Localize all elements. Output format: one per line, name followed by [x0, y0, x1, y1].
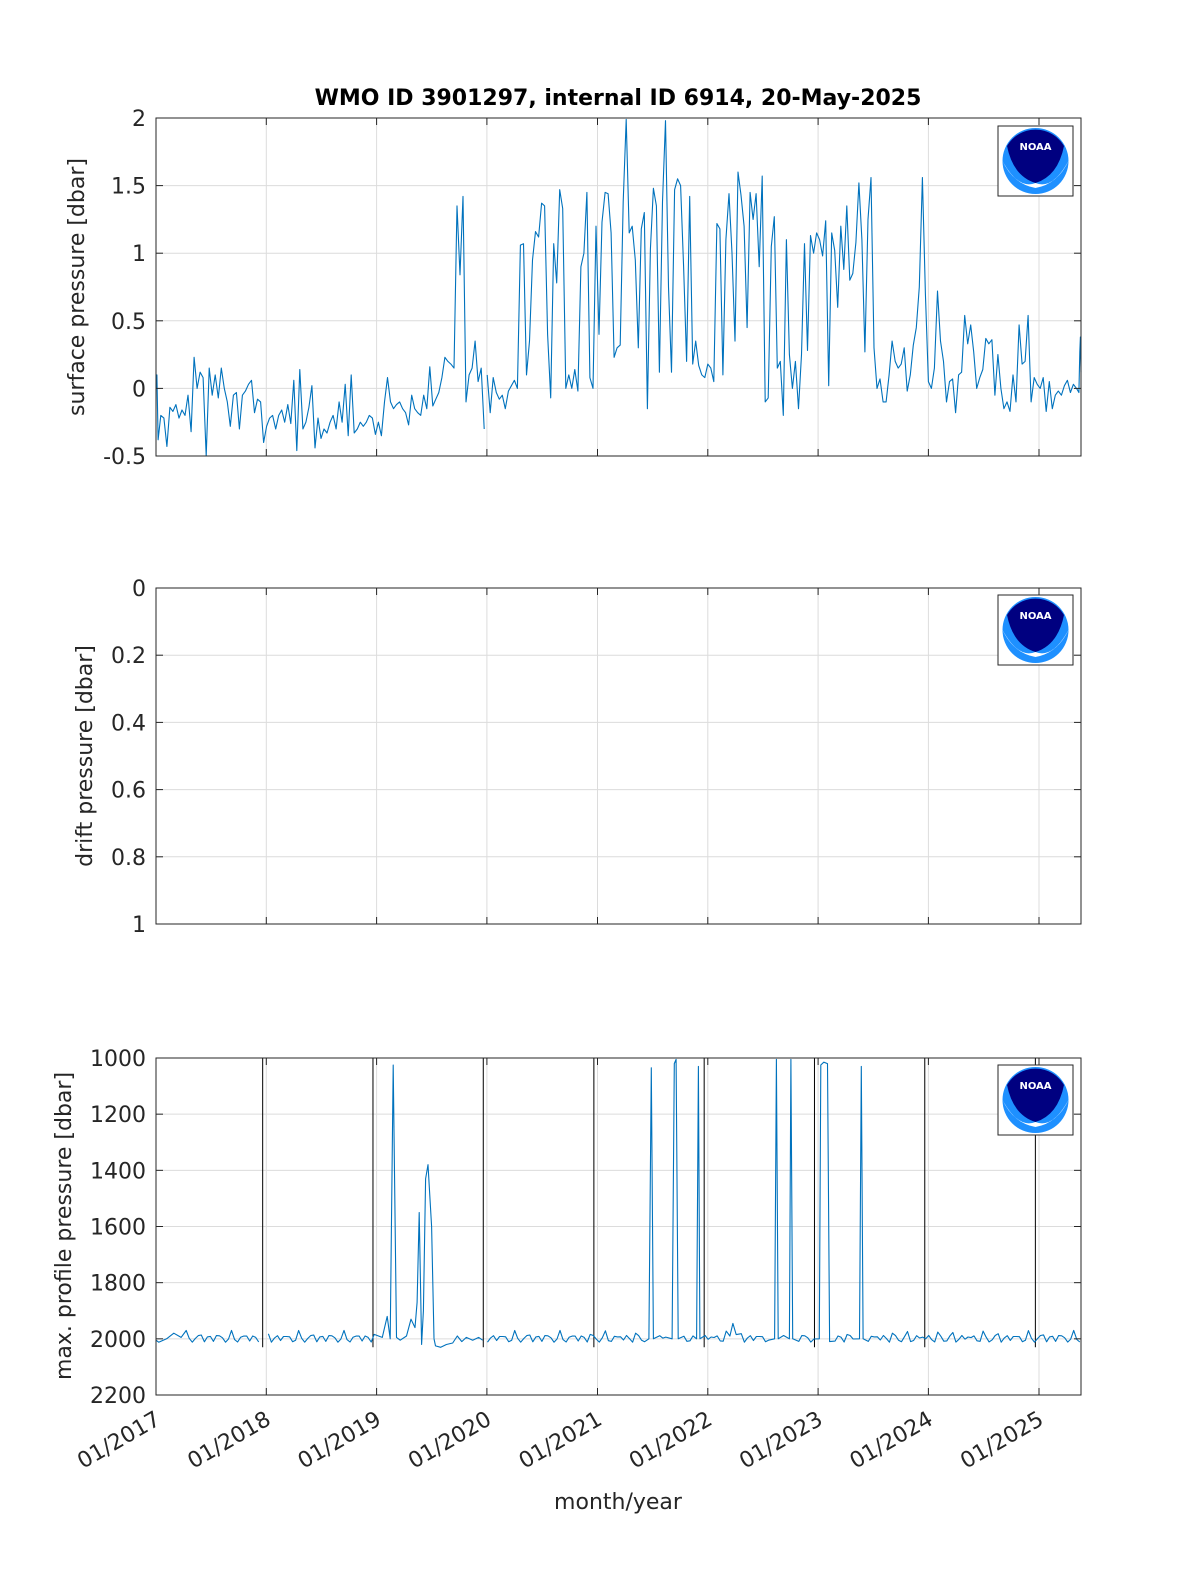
- noaa-logo: NOAA: [997, 125, 1074, 197]
- y-tick-label: 0.4: [111, 711, 146, 736]
- noaa-logo-text: NOAA: [1019, 1081, 1051, 1092]
- y-tick-label: 2200: [90, 1384, 146, 1409]
- y-tick-label: 0.2: [111, 644, 146, 669]
- y-tick-label: 1600: [90, 1216, 146, 1241]
- y-tick-label: 2000: [90, 1328, 146, 1353]
- noaa-logo: NOAA: [997, 594, 1074, 666]
- y-tick-label: 1800: [90, 1272, 146, 1297]
- y-tick-label: 1: [132, 913, 146, 938]
- y-tick-label: 0.5: [111, 310, 146, 335]
- y-tick-label: 1400: [90, 1159, 146, 1184]
- surface-pressure-series: [486, 118, 1082, 416]
- y-tick-label: 1.5: [111, 175, 146, 200]
- y-tick-label: 1000: [90, 1047, 146, 1072]
- x-tick-label: 01/2025: [956, 1407, 1048, 1474]
- y-tick-label: 0.6: [111, 779, 146, 804]
- noaa-logo: NOAA: [997, 1064, 1074, 1136]
- noaa-logo-text: NOAA: [1019, 142, 1051, 153]
- noaa-logo-text: NOAA: [1019, 611, 1051, 622]
- max-profile-pressure-series: [487, 1058, 1081, 1343]
- x-axis-label: month/year: [554, 1490, 683, 1515]
- x-tick-label: 01/2024: [846, 1407, 938, 1474]
- x-tick-label: 01/2019: [294, 1407, 386, 1474]
- surface-pressure-ylabel: surface pressure [dbar]: [65, 158, 90, 416]
- surface-pressure-series: [155, 195, 485, 457]
- x-tick-label: 01/2020: [404, 1407, 496, 1474]
- y-tick-label: 1200: [90, 1103, 146, 1128]
- max-profile-pressure-series: [433, 1335, 484, 1348]
- x-tick-label: 01/2017: [73, 1407, 165, 1474]
- max-profile-pressure-ylabel: max. profile pressure [dbar]: [52, 1072, 77, 1380]
- surface-pressure-axes: -0.5 0 0.5 1 1.5 2 surface pressure [dbar] NO…: [65, 107, 1082, 470]
- figure-title: WMO ID 3901297, internal ID 6914, 20-May…: [315, 86, 922, 111]
- max-profile-pressure-axes: 1000 1200 1400 1600 1800 2000 2200 01/2017 01/2…: [52, 1047, 1082, 1474]
- drift-pressure-ylabel: drift pressure [dbar]: [73, 645, 98, 867]
- y-tick-label: 1: [132, 242, 146, 267]
- max-profile-pressure-series: [267, 1064, 435, 1346]
- y-tick-label: 0.8: [111, 846, 146, 871]
- x-tick-label: 01/2022: [625, 1407, 717, 1474]
- x-tick-label: 01/2018: [184, 1407, 276, 1474]
- drift-pressure-axes: 0 0.2 0.4 0.6 0.8 1 drift pressure [dbar] NOA…: [73, 577, 1082, 938]
- y-tick-label: -0.5: [103, 445, 146, 470]
- y-tick-label: 0: [132, 377, 146, 402]
- y-tick-label: 0: [132, 577, 146, 602]
- y-tick-label: 2: [132, 107, 146, 132]
- x-tick-label: 01/2021: [515, 1407, 607, 1474]
- x-tick-label: 01/2023: [735, 1407, 827, 1474]
- max-profile-pressure-series: [155, 1329, 260, 1343]
